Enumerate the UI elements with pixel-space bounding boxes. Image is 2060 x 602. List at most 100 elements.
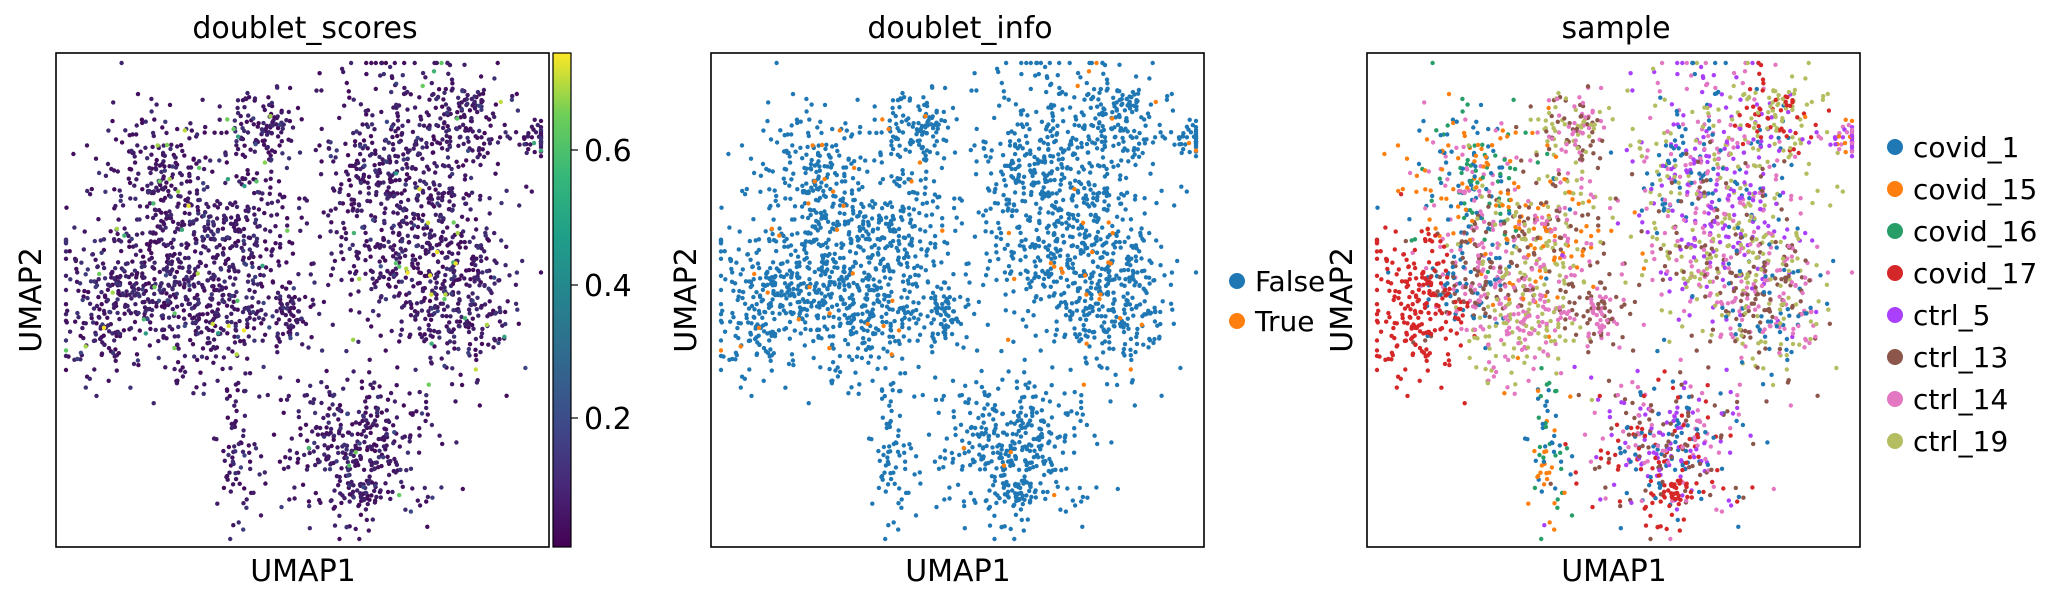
scatter-point — [290, 241, 295, 246]
scatter-point — [113, 281, 119, 286]
scatter-point — [241, 226, 247, 232]
scatter-point — [297, 150, 303, 155]
scatter-point — [267, 191, 272, 196]
scatter-point — [442, 120, 447, 125]
scatter-point — [754, 290, 759, 295]
scatter-point — [1027, 163, 1032, 168]
scatter-point — [63, 249, 69, 254]
scatter-point — [473, 353, 478, 358]
scatter-point — [825, 286, 830, 291]
scatter-point — [1003, 308, 1008, 313]
scatter-point — [803, 320, 808, 325]
scatter-point — [1047, 294, 1052, 299]
scatter-point — [1083, 317, 1089, 322]
scatter-point — [75, 270, 80, 275]
scatter-point — [132, 336, 137, 341]
scatter-point — [180, 265, 185, 270]
scatter-point — [259, 197, 264, 202]
scatter-point — [1133, 162, 1138, 168]
scatter-point — [351, 230, 357, 236]
scatter-point — [242, 413, 248, 418]
scatter-point — [357, 276, 362, 282]
scatter-point — [1016, 138, 1022, 143]
scatter-point — [233, 471, 238, 476]
scatter-point — [350, 489, 356, 494]
scatter-point — [206, 219, 211, 224]
scatter-point — [429, 80, 434, 86]
scatter-point — [225, 415, 230, 420]
scatter-point — [492, 230, 497, 236]
scatter-point — [119, 248, 124, 254]
scatter-point — [1129, 227, 1134, 232]
scatter-point — [171, 237, 176, 242]
scatter-point — [913, 272, 918, 278]
scatter-point — [263, 178, 268, 183]
scatter-point — [127, 292, 132, 297]
scatter-point — [296, 456, 301, 462]
scatter-point — [459, 106, 464, 112]
scatter-point — [415, 261, 420, 266]
scatter-point — [470, 103, 475, 108]
scatter-point — [815, 125, 820, 130]
scatter-point — [765, 282, 770, 287]
scatter-point — [229, 215, 234, 220]
scatter-point — [211, 360, 216, 365]
scatter-point — [428, 355, 433, 360]
scatter-point — [412, 142, 417, 147]
scatter-point — [1082, 126, 1087, 132]
scatter-point — [237, 179, 242, 184]
scatter-point — [306, 499, 312, 504]
scatter-point — [1000, 153, 1006, 158]
scatter-point — [342, 442, 347, 447]
scatter-point — [1117, 177, 1123, 182]
scatter-point — [289, 436, 294, 441]
scatter-point — [1100, 225, 1105, 230]
scatter-point — [932, 263, 937, 268]
scatter-point — [478, 74, 484, 79]
scatter-point — [945, 125, 951, 130]
scatter-point — [734, 260, 739, 265]
scatter-point — [925, 119, 930, 125]
scatter-point — [1034, 60, 1040, 66]
scatter-point — [373, 483, 378, 488]
scatter-point — [196, 325, 201, 330]
scatter-point — [782, 133, 787, 138]
scatter-point — [417, 326, 422, 331]
scatter-point — [256, 121, 261, 126]
scatter-point — [189, 276, 194, 281]
scatter-point — [373, 148, 378, 153]
scatter-point — [1086, 180, 1091, 185]
scatter-point — [245, 171, 251, 177]
scatter-point — [528, 142, 533, 147]
scatter-point — [452, 268, 457, 273]
scatter-point — [448, 139, 453, 144]
scatter-point — [364, 418, 369, 423]
scatter-point — [241, 501, 246, 506]
scatter-point — [1118, 173, 1123, 178]
scatter-point — [377, 384, 382, 389]
scatter-point — [399, 279, 404, 284]
scatter-point — [768, 301, 773, 306]
scatter-point — [179, 172, 184, 178]
scatter-point — [816, 198, 821, 203]
scatter-point — [882, 264, 887, 270]
scatter-point — [207, 270, 212, 275]
scatter-point — [333, 206, 338, 211]
scatter-point — [412, 181, 418, 186]
scatter-point — [900, 217, 905, 223]
scatter-point — [794, 264, 799, 270]
scatter-point — [280, 205, 285, 210]
scatter-point — [452, 340, 457, 345]
scatter-point — [372, 500, 378, 505]
scatter-point — [470, 298, 475, 303]
scatter-point — [1111, 143, 1116, 148]
scatter-point — [850, 331, 856, 336]
scatter-point — [866, 316, 871, 321]
scatter-point — [911, 300, 916, 305]
scatter-point — [900, 356, 905, 361]
scatter-point — [893, 136, 899, 141]
scatter-point — [368, 430, 373, 436]
scatter-point — [1093, 214, 1098, 219]
scatter-point — [964, 335, 969, 340]
scatter-point — [835, 148, 840, 154]
